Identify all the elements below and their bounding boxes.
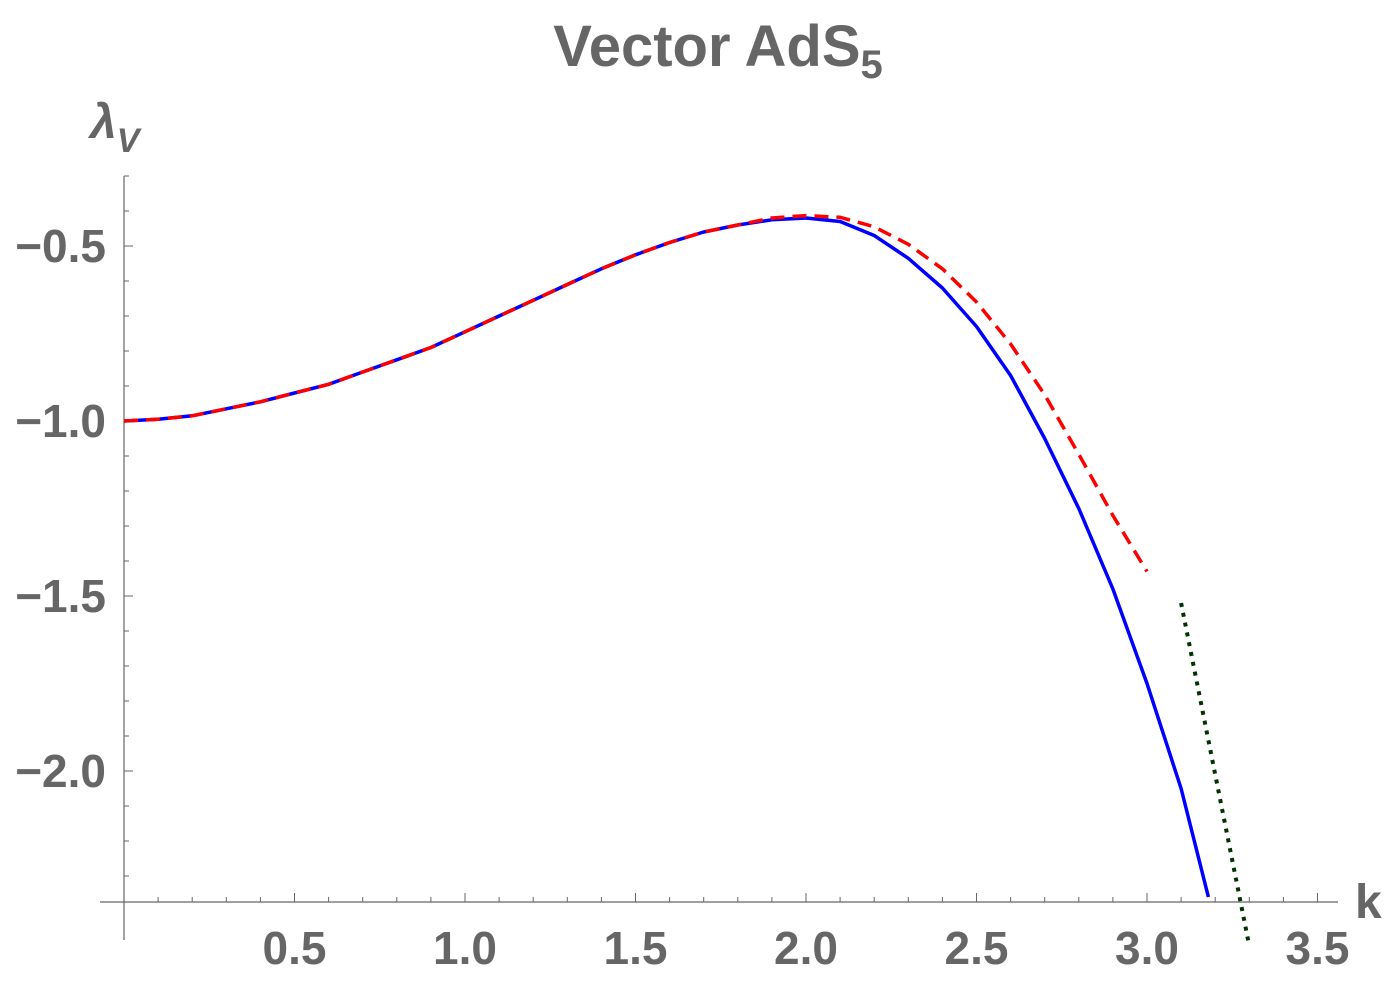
x-axis-label: k xyxy=(1355,876,1382,929)
series-line-dotted-green xyxy=(1179,602,1252,947)
chart-title-subscript: 5 xyxy=(861,43,883,87)
series-group xyxy=(123,213,1252,947)
ticks xyxy=(124,175,1318,902)
y-axis-label-main: λ xyxy=(87,96,117,149)
y-tick-label: −2.0 xyxy=(15,745,106,797)
x-tick-label: 3.5 xyxy=(1286,922,1350,974)
x-tick-label: 1.0 xyxy=(433,922,497,974)
x-tick-label: 1.5 xyxy=(604,922,668,974)
tick-labels: 0.5 1.0 1.5 2.0 2.5 3.0 3.5 −0.5 −1.0 −1.5 −2.0 xyxy=(15,220,1349,974)
y-axis-label: λV xyxy=(87,96,143,160)
x-tick-label: 2.5 xyxy=(945,922,1009,974)
y-tick-label: −1.0 xyxy=(15,395,106,447)
series-line-solid-blue xyxy=(123,216,1211,898)
x-tick-label: 3.0 xyxy=(1115,922,1179,974)
x-tick-label: 0.5 xyxy=(263,922,327,974)
y-tick-label: −1.5 xyxy=(15,570,106,622)
y-tick-label: −0.5 xyxy=(15,220,106,272)
y-axis-label-subscript: V xyxy=(117,122,143,160)
x-tick-label: 2.0 xyxy=(774,922,838,974)
series-line-dashed-red xyxy=(123,213,1149,573)
axes xyxy=(100,176,1338,940)
chart-title-main: Vector AdS xyxy=(553,14,860,79)
chart-title: Vector AdS5 xyxy=(553,14,883,87)
